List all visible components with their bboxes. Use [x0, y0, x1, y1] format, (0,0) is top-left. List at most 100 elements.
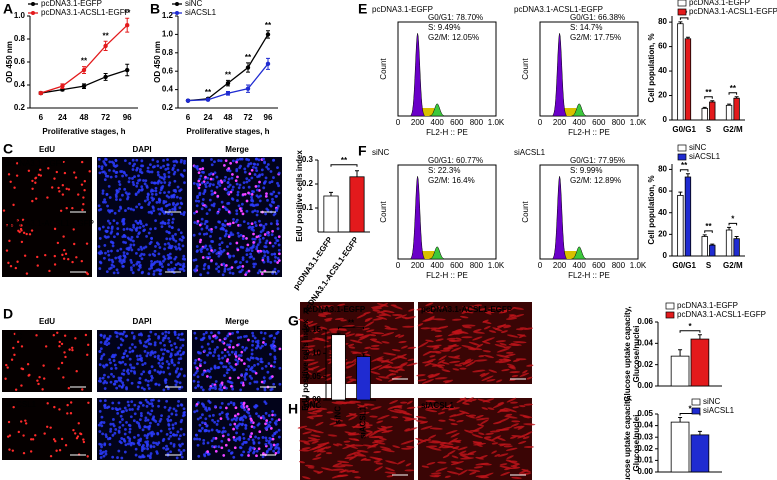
nucleus	[261, 173, 264, 176]
nucleus	[238, 166, 241, 169]
nucleus	[71, 349, 73, 351]
nucleus	[12, 347, 14, 349]
nucleus	[109, 423, 112, 426]
nucleus	[123, 234, 126, 237]
nucleus	[197, 180, 200, 183]
nucleus	[203, 267, 206, 270]
nucleus	[174, 208, 177, 211]
nucleus	[242, 186, 245, 189]
y-tick-label: 1.0	[14, 11, 26, 20]
nucleus	[257, 415, 260, 418]
nucleus	[209, 235, 212, 238]
nucleus	[108, 358, 111, 361]
nucleus	[164, 331, 167, 334]
nucleus	[249, 253, 252, 256]
nucleus	[115, 175, 118, 178]
nucleus	[219, 247, 222, 250]
nucleus	[182, 414, 185, 417]
nucleus	[220, 440, 223, 443]
nucleus	[68, 188, 70, 190]
nucleus	[126, 370, 129, 373]
nucleus	[13, 354, 15, 356]
nucleus	[100, 443, 103, 446]
nucleus	[161, 332, 164, 335]
nucleus	[243, 408, 246, 411]
nucleus	[162, 339, 165, 342]
x-axis-label: Proliferative stages, h	[186, 127, 269, 136]
nucleus	[141, 271, 144, 274]
point	[82, 84, 86, 88]
flow-stat: S: 9.99%	[570, 166, 602, 175]
nucleus	[167, 242, 170, 245]
nucleus	[199, 175, 202, 178]
nucleus	[15, 389, 17, 391]
nucleus	[140, 185, 143, 188]
nucleus	[104, 178, 107, 181]
micrograph	[192, 330, 282, 392]
nucleus	[267, 260, 270, 263]
nucleus	[250, 162, 253, 165]
nucleus	[262, 186, 265, 189]
nucleus	[57, 367, 59, 369]
nucleus	[197, 375, 200, 378]
nucleus	[204, 176, 207, 179]
nucleus	[117, 346, 120, 349]
nucleus	[164, 378, 167, 381]
nucleus	[210, 367, 213, 370]
bar	[691, 339, 709, 386]
nucleus	[230, 191, 233, 194]
nucleus	[229, 162, 232, 165]
nucleus	[221, 340, 224, 343]
nucleus	[51, 186, 53, 188]
nucleus	[138, 455, 141, 458]
nucleus	[139, 401, 142, 404]
flow-x-label: FL2-H :: PE	[568, 271, 610, 280]
nucleus	[173, 407, 176, 410]
nucleus	[211, 445, 214, 448]
nucleus	[198, 171, 201, 174]
nucleus	[239, 389, 242, 392]
nucleus	[208, 408, 211, 411]
nucleus	[115, 387, 118, 390]
nucleus	[258, 422, 261, 425]
nucleus	[134, 346, 137, 349]
nucleus	[147, 454, 150, 457]
nucleus	[259, 360, 262, 363]
nucleus	[109, 443, 112, 446]
nucleus	[81, 209, 83, 211]
nucleus	[274, 242, 277, 245]
nucleus	[172, 218, 175, 221]
nucleus	[132, 226, 135, 229]
nucleus	[210, 172, 213, 175]
y-axis-label: EdU positive cells index	[295, 150, 304, 242]
nucleus	[34, 177, 36, 179]
nucleus	[124, 363, 127, 366]
nucleus	[151, 199, 154, 202]
nucleus	[105, 364, 108, 367]
nucleus	[214, 385, 217, 388]
nucleus	[201, 373, 204, 376]
nucleus	[178, 387, 181, 390]
nucleus	[183, 169, 186, 172]
nucleus	[101, 355, 104, 358]
nucleus	[164, 258, 167, 261]
nucleus	[194, 359, 197, 362]
nucleus	[260, 224, 263, 227]
nucleus	[196, 367, 199, 370]
nucleus	[127, 436, 130, 439]
legend-label: pcDNA3.1-EGFP	[689, 0, 750, 7]
nucleus	[202, 389, 205, 392]
nucleus	[138, 231, 141, 234]
nucleus	[245, 372, 248, 375]
nucleus	[237, 249, 240, 252]
flow-stat: S: 9.49%	[428, 23, 460, 32]
nucleus	[111, 407, 114, 410]
nucleus	[206, 424, 209, 427]
nucleus	[221, 411, 224, 414]
nucleus	[16, 174, 18, 176]
nucleus	[147, 167, 150, 170]
nucleus	[77, 435, 79, 437]
nucleus	[105, 450, 108, 453]
bracket	[729, 93, 737, 95]
nucleus	[269, 261, 272, 264]
